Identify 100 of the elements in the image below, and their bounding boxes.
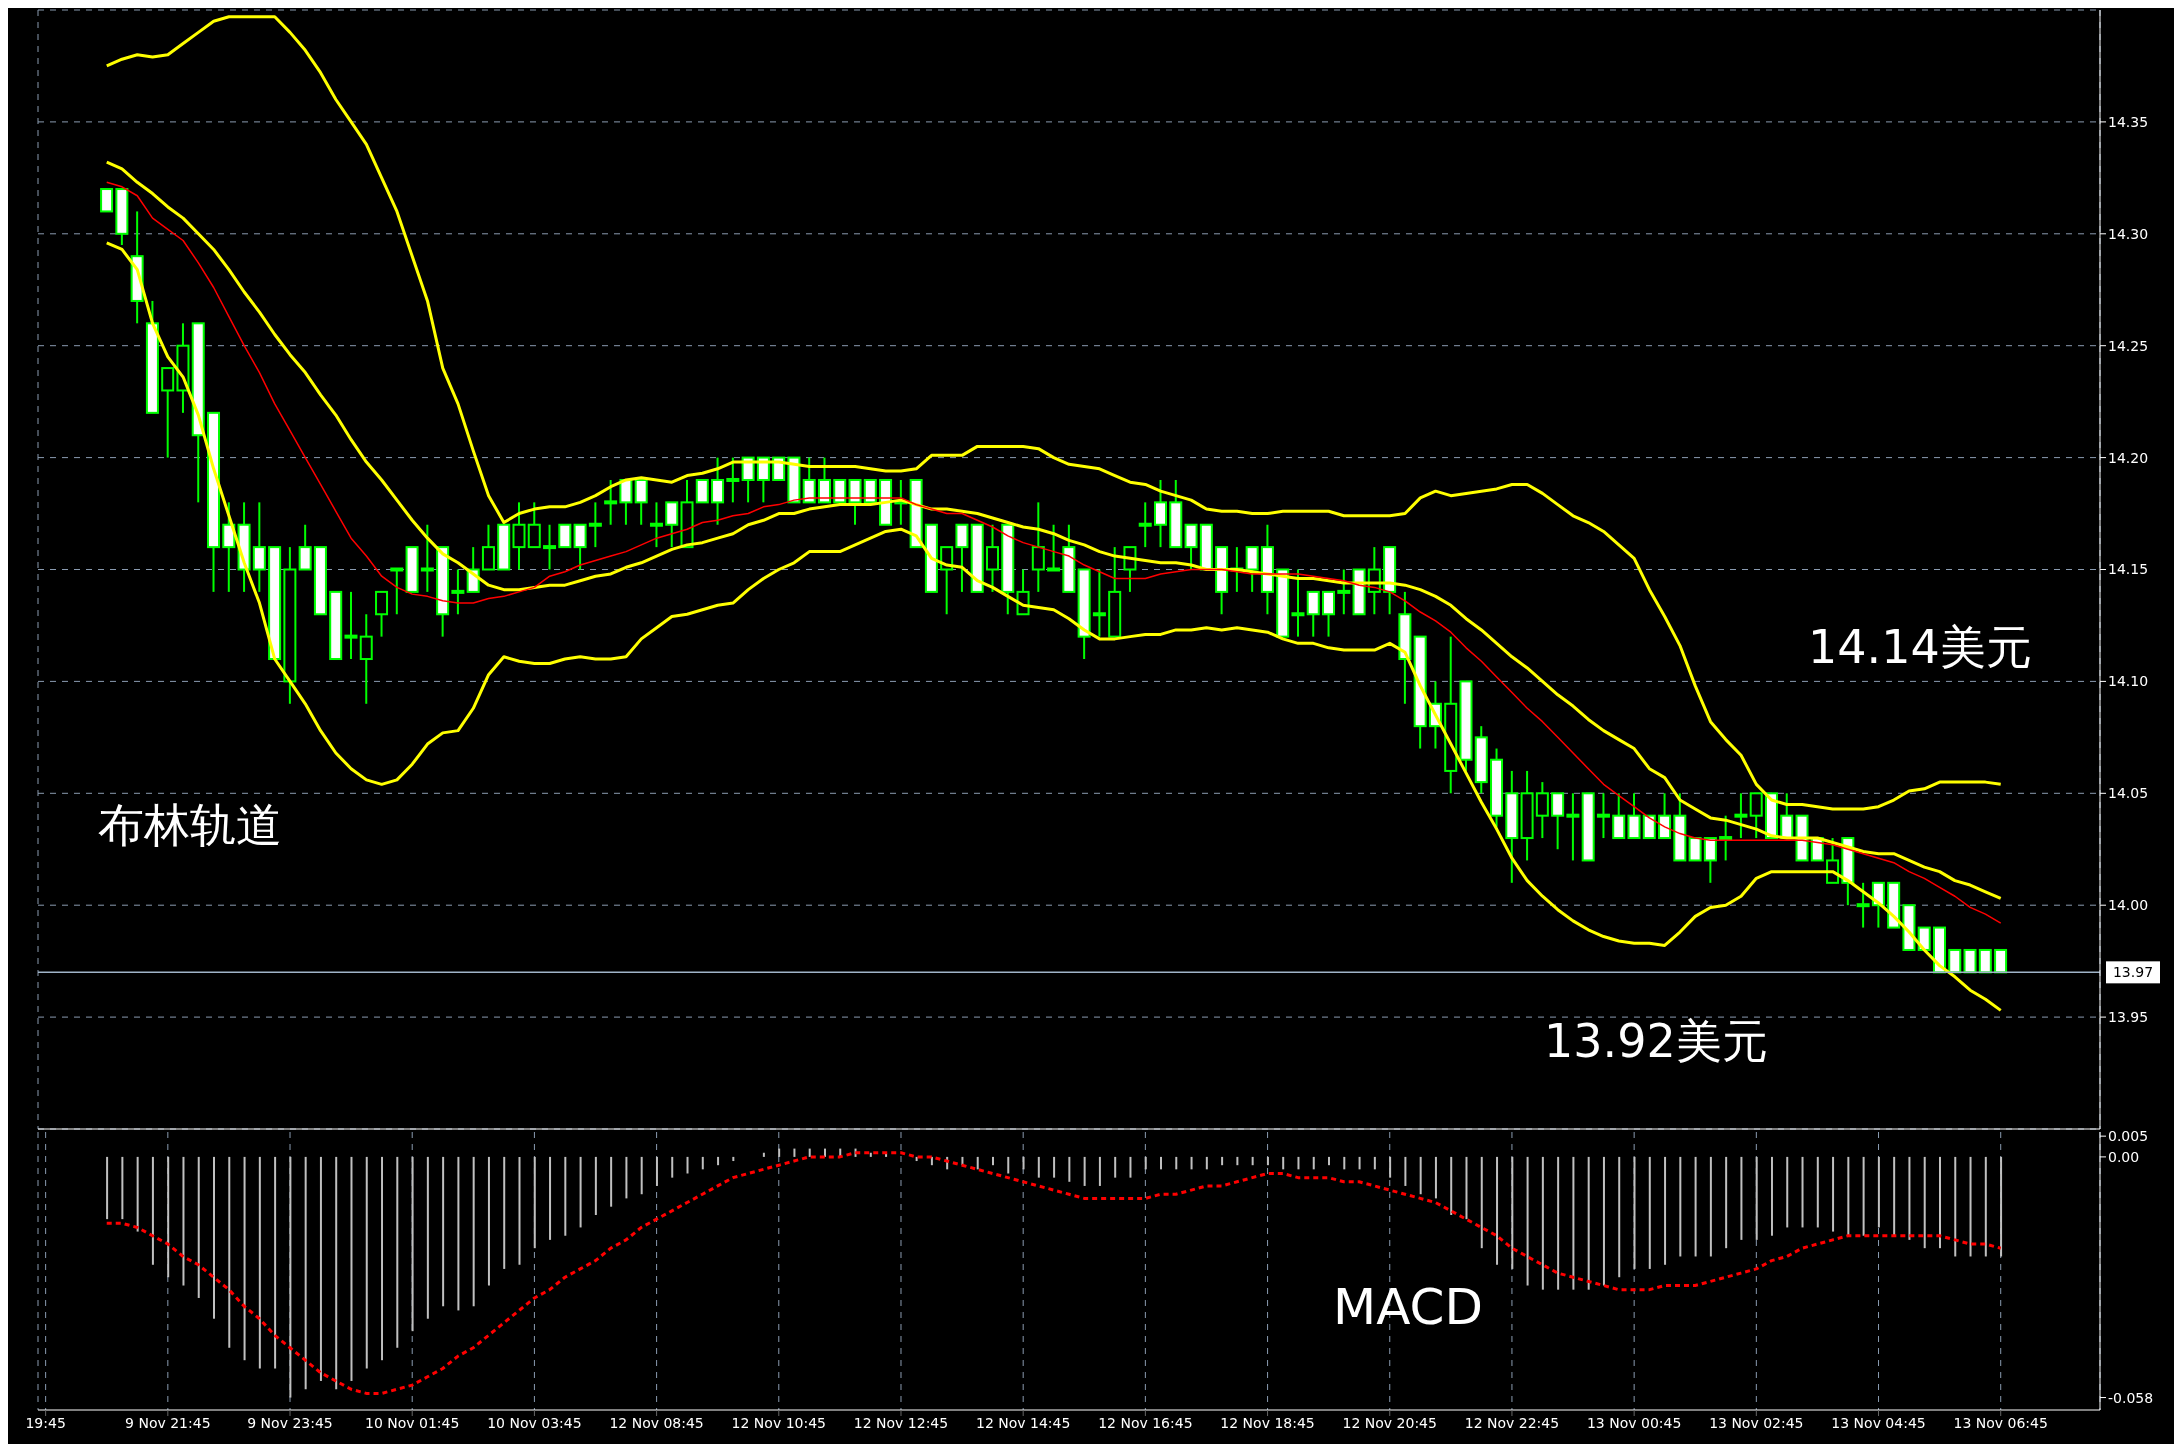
bar	[1618, 1156, 1621, 1278]
candlestick	[1322, 590, 1336, 638]
bar	[1664, 1156, 1667, 1265]
candlestick	[1123, 546, 1137, 593]
bar	[1984, 1156, 1987, 1257]
candlestick	[1612, 792, 1626, 840]
candlestick	[100, 188, 114, 213]
bar	[518, 1156, 521, 1265]
bar	[533, 1156, 536, 1249]
candlestick	[512, 501, 526, 571]
x-tick-label: 10 Nov 01:45	[365, 1414, 460, 1431]
candlestick	[252, 501, 266, 593]
bar	[1709, 1156, 1712, 1257]
bar	[1557, 1156, 1560, 1290]
candlestick	[1306, 590, 1320, 638]
bar	[426, 1156, 429, 1319]
bar	[396, 1156, 399, 1348]
bar	[1053, 1156, 1056, 1178]
bar	[1282, 1156, 1285, 1170]
bar	[319, 1156, 322, 1381]
bar	[686, 1156, 689, 1174]
candlestick	[1031, 501, 1045, 593]
y-tick-label: 0.00	[2108, 1148, 2140, 1165]
bar	[1037, 1156, 1040, 1178]
bar	[1083, 1156, 1086, 1186]
bar	[1175, 1156, 1178, 1170]
candlestick	[543, 523, 557, 571]
bar	[1602, 1156, 1605, 1286]
bar	[625, 1156, 628, 1199]
bar	[472, 1156, 475, 1307]
candlestick	[298, 523, 312, 571]
candlestick	[1154, 478, 1168, 549]
bar	[1923, 1156, 1926, 1249]
bar	[671, 1156, 674, 1178]
bar	[1816, 1156, 1819, 1228]
bar	[1465, 1156, 1468, 1220]
bar	[365, 1156, 368, 1369]
candlestick	[802, 456, 816, 504]
candlestick	[1566, 792, 1580, 862]
bar	[1266, 1156, 1269, 1166]
annotation: 布林轨道	[98, 798, 282, 852]
candlestick	[588, 501, 602, 549]
bar	[106, 1156, 109, 1220]
bar	[1236, 1156, 1239, 1166]
y-tick-label: -0.058	[2108, 1389, 2154, 1406]
bar	[1144, 1156, 1147, 1170]
candlestick	[481, 523, 495, 571]
candlestick	[1856, 881, 1870, 929]
candlestick	[1719, 814, 1733, 862]
candlestick	[375, 590, 389, 638]
bar	[1587, 1156, 1590, 1290]
bar	[579, 1156, 582, 1228]
bar	[564, 1156, 567, 1236]
bar	[304, 1156, 307, 1390]
x-tick-label: 12 Nov 20:45	[1342, 1414, 1437, 1431]
candlestick	[1535, 781, 1549, 840]
candlestick	[1551, 792, 1565, 851]
bar	[655, 1156, 658, 1186]
bar	[1373, 1156, 1376, 1170]
bar	[1740, 1156, 1743, 1240]
bar	[1725, 1156, 1728, 1249]
y-tick-label: 14.25	[2108, 337, 2149, 354]
bar	[381, 1156, 384, 1361]
bar	[1801, 1156, 1804, 1228]
candlestick	[1749, 792, 1763, 840]
candlestick	[604, 478, 618, 526]
bar	[869, 1152, 872, 1157]
bar	[1434, 1156, 1437, 1199]
bar	[1908, 1156, 1911, 1240]
x-tick-label: 19:45	[25, 1414, 66, 1431]
candlestick	[1245, 546, 1259, 593]
candlestick	[1184, 523, 1198, 571]
bar	[594, 1156, 597, 1215]
bar	[258, 1156, 261, 1369]
y-tick-label: 0.005	[2108, 1128, 2149, 1145]
bar	[1770, 1156, 1773, 1236]
bar	[350, 1156, 353, 1381]
bar	[151, 1156, 154, 1265]
line-series	[105, 1151, 2003, 1395]
candlestick	[634, 478, 648, 526]
candlestick	[817, 456, 831, 504]
bar	[991, 1156, 994, 1166]
x-tick-label: 12 Nov 08:45	[609, 1414, 704, 1431]
bar	[1160, 1156, 1163, 1170]
bar	[1496, 1156, 1499, 1265]
bar	[197, 1156, 200, 1298]
bar	[1480, 1156, 1483, 1249]
bar	[1007, 1156, 1010, 1174]
bar	[213, 1156, 216, 1319]
bar	[335, 1156, 338, 1390]
y-tick-label: 14.10	[2108, 673, 2149, 690]
bar	[915, 1156, 918, 1162]
bar	[1312, 1156, 1315, 1170]
bar	[1022, 1156, 1025, 1170]
candlestick	[527, 501, 541, 549]
candlestick	[420, 523, 434, 593]
bar	[136, 1156, 139, 1232]
candlestick	[1703, 837, 1717, 884]
candlestick	[1596, 792, 1610, 840]
bar	[1877, 1156, 1880, 1228]
